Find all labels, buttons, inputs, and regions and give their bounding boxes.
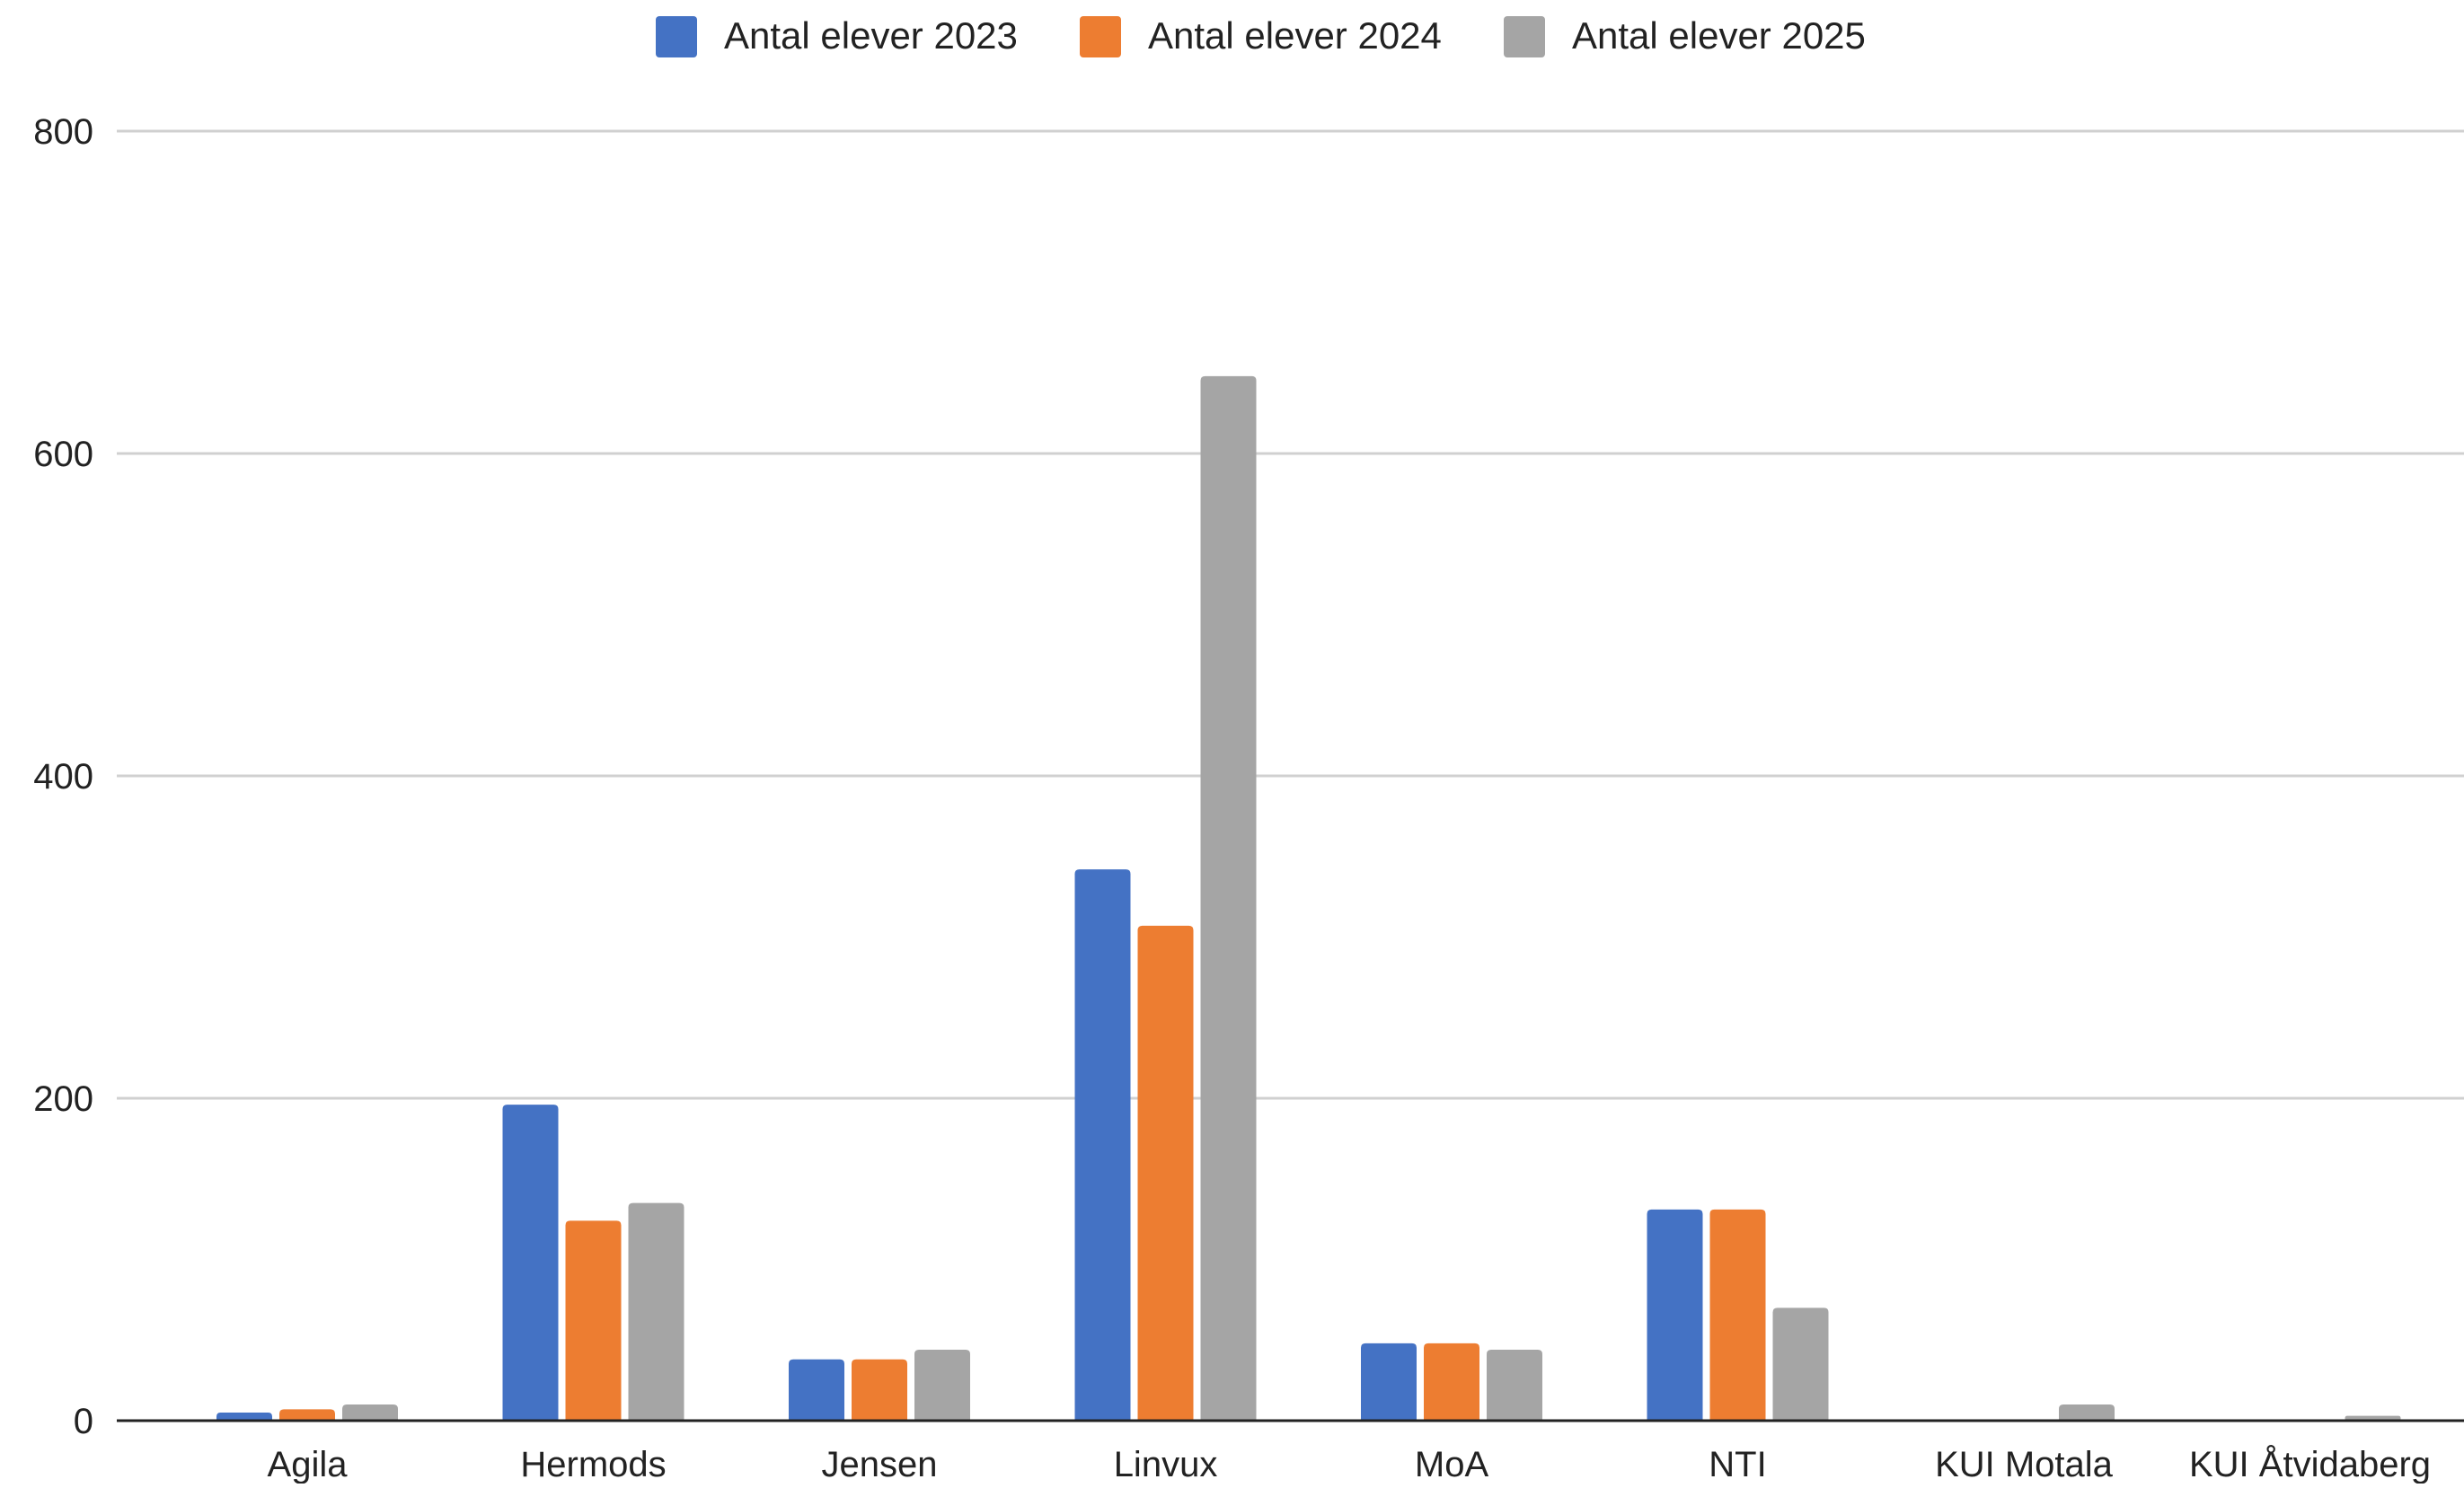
bar-group-6 — [2059, 1404, 2115, 1421]
legend-swatch-3 — [1504, 16, 1545, 57]
x-tick-label-5: NTI — [1709, 1445, 1766, 1484]
legend: Antal elever 2023 Antal elever 2024 Antal … — [656, 14, 1866, 57]
x-axis-labels: Agila Hermods Jensen Linvux MoA NTI KUI Motala… — [268, 1444, 2431, 1484]
bar-2-2 — [914, 1350, 970, 1421]
bar-3-2 — [1200, 375, 1257, 1422]
x-tick-label-1: Hermods — [520, 1445, 666, 1484]
x-tick-label-2: Jensen — [822, 1445, 938, 1484]
bar-group-0 — [216, 1404, 398, 1421]
bar-group-1 — [502, 1105, 684, 1421]
bar-group-4 — [1361, 1343, 1542, 1421]
legend-label-3: Antal elever 2025 — [1572, 14, 1866, 57]
bar-1-0 — [502, 1105, 559, 1421]
bar-0-2 — [342, 1404, 398, 1421]
x-tick-label-3: Linvux — [1114, 1445, 1218, 1484]
x-tick-label-7: KUI Åtvidaberg — [2189, 1444, 2431, 1484]
bars — [216, 375, 2401, 1422]
x-tick-label-0: Agila — [268, 1445, 349, 1484]
y-tick-label-800: 800 — [33, 112, 93, 152]
bar-3-1 — [1137, 925, 1194, 1421]
y-tick-label-0: 0 — [74, 1402, 93, 1441]
grid-lines — [117, 129, 2464, 1100]
legend-swatch-2 — [1080, 16, 1121, 57]
y-tick-label-200: 200 — [33, 1079, 93, 1119]
bar-4-2 — [1487, 1350, 1542, 1421]
legend-label-1: Antal elever 2023 — [724, 14, 1018, 57]
bar-6-2 — [2059, 1404, 2115, 1421]
bar-4-1 — [1424, 1343, 1479, 1421]
bar-3-0 — [1074, 869, 1131, 1421]
x-tick-label-4: MoA — [1415, 1445, 1489, 1484]
legend-label-2: Antal elever 2024 — [1148, 14, 1442, 57]
y-tick-label-600: 600 — [33, 435, 93, 474]
bar-2-0 — [789, 1359, 844, 1421]
bar-1-1 — [565, 1220, 622, 1421]
x-tick-label-6: KUI Motala — [1935, 1445, 2114, 1484]
bar-4-0 — [1361, 1343, 1417, 1421]
bar-1-2 — [628, 1202, 684, 1421]
y-axis-ticks: 0 200 400 600 800 — [33, 112, 93, 1441]
bar-5-1 — [1709, 1209, 1766, 1421]
bar-0-0 — [216, 1413, 272, 1421]
bar-5-2 — [1772, 1308, 1829, 1421]
bar-2-1 — [852, 1359, 907, 1421]
bar-group-5 — [1647, 1209, 1829, 1421]
bar-0-1 — [279, 1409, 335, 1421]
bar-5-0 — [1647, 1209, 1703, 1421]
bar-group-2 — [789, 1350, 970, 1421]
y-tick-label-400: 400 — [33, 757, 93, 797]
bar-group-3 — [1074, 375, 1257, 1422]
legend-swatch-1 — [656, 16, 697, 57]
